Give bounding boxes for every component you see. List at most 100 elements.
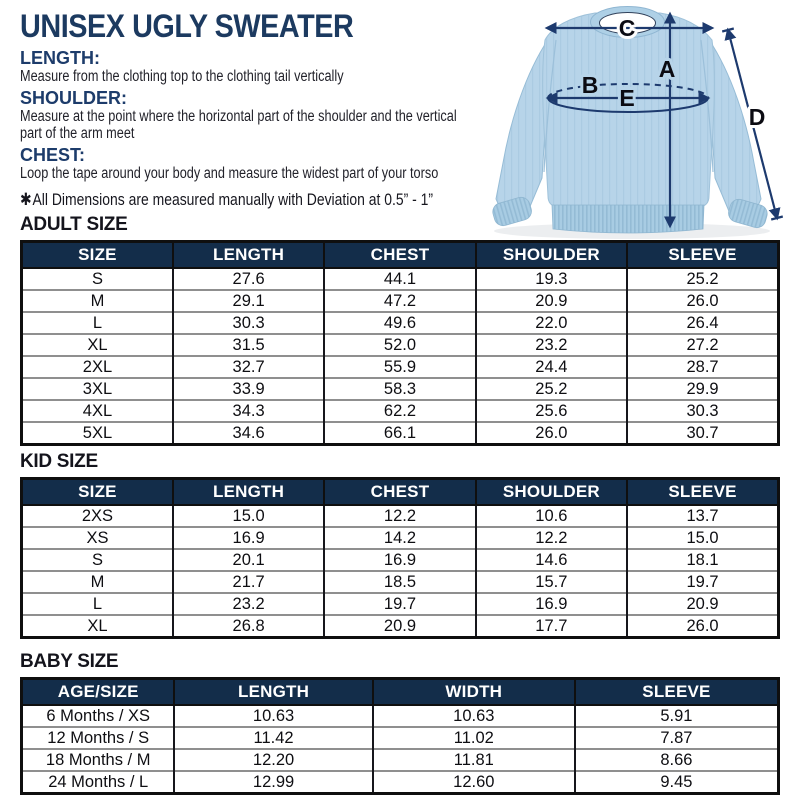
definition-shoulder: SHOULDER: Measure at the point where the… xyxy=(20,88,780,142)
measurement-cell: 26.0 xyxy=(474,421,628,445)
measurement-cell: 12.99 xyxy=(173,770,373,794)
d-end-tick-bottom xyxy=(770,215,784,221)
size-cell: XL xyxy=(21,614,173,638)
asterisk-icon: ✱ xyxy=(20,190,32,209)
measurement-cell: 15.7 xyxy=(474,570,628,593)
baby-size-section: BABY SIZE AGE/SIZE LENGTH WIDTH SLEEVE 6 Mo… xyxy=(20,651,780,795)
hem-band xyxy=(551,204,705,234)
definition-description: Measure from the clothing top to the clo… xyxy=(20,68,344,85)
dimension-label-c: C xyxy=(619,15,636,41)
size-cell: XS xyxy=(21,526,173,549)
kid-size-table: SIZE LENGTH CHEST SHOULDER SLEEVE 2XS 15.0 12.… xyxy=(20,477,780,639)
measurement-cell: 32.7 xyxy=(171,355,325,378)
table-row: XL 31.5 52.0 23.2 27.2 xyxy=(21,333,779,356)
measurement-cell: 8.66 xyxy=(573,748,779,771)
table-row: 3XL 33.9 58.3 25.2 29.9 xyxy=(21,377,779,400)
dimensions-disclaimer: ✱All Dimensions are measured manually wi… xyxy=(20,190,434,209)
measurement-cell: 33.9 xyxy=(171,377,325,400)
measurement-cell: 9.45 xyxy=(573,770,779,794)
table-row: XS 16.9 14.2 12.2 15.0 xyxy=(21,526,779,549)
table-row: S 27.6 44.1 19.3 25.2 xyxy=(22,268,779,290)
size-cell: M xyxy=(21,570,173,593)
measurement-cell: 10.6 xyxy=(474,505,628,527)
d-end-tick-top xyxy=(721,27,735,33)
size-cell: 2XS xyxy=(81,507,114,525)
measurement-cell: 15.0 xyxy=(171,505,325,527)
header-row: SIZE LENGTH CHEST SHOULDER SLEEVE xyxy=(21,241,779,269)
measurement-cell: 26.0 xyxy=(626,614,779,638)
column-header-length: LENGTH xyxy=(171,241,325,269)
section-heading-kid: KID SIZE xyxy=(20,451,98,472)
measurement-cell: 16.9 xyxy=(171,526,325,549)
measurement-cell: 11.42 xyxy=(173,726,373,749)
seam-left xyxy=(543,39,557,173)
definition-chest: CHEST: Loop the tape around your body an… xyxy=(20,145,780,182)
measurement-cell: 18.1 xyxy=(626,548,779,571)
table-row: 5XL 34.6 66.1 26.0 30.7 xyxy=(21,421,779,445)
measurement-cell: 25.6 xyxy=(474,399,628,422)
measurement-cell: 10.63 xyxy=(371,705,575,727)
measurement-cell: 30.3 xyxy=(626,399,779,422)
definition-term: SHOULDER: xyxy=(20,88,127,108)
column-header-size: SIZE xyxy=(21,478,173,506)
measurement-cell: 55.9 xyxy=(323,355,476,378)
measurement-cell: 29.1 xyxy=(171,289,325,312)
definition-length: LENGTH: Measure from the clothing top to… xyxy=(20,48,780,85)
size-cell: M xyxy=(21,289,173,312)
header-row: SIZE LENGTH CHEST SHOULDER SLEEVE xyxy=(21,478,779,506)
table-row: 12 Months / S 11.42 11.02 7.87 xyxy=(21,726,779,749)
table-row: 4XL 34.3 62.2 25.6 30.3 xyxy=(21,399,779,422)
size-cell: 12 Months / S xyxy=(21,726,175,749)
header-row: AGE/SIZE LENGTH WIDTH SLEEVE xyxy=(21,678,779,706)
right-cuff xyxy=(728,198,768,229)
size-cell: 5XL xyxy=(21,421,173,445)
size-cell: XL xyxy=(21,333,173,356)
measurement-cell: 62.2 xyxy=(323,399,476,422)
measurement-cell: 26.8 xyxy=(171,614,325,638)
table-row: 24 Months / L 12.99 12.60 9.45 xyxy=(21,770,779,794)
measurement-cell: 19.7 xyxy=(626,570,779,593)
baby-size-table: AGE/SIZE LENGTH WIDTH SLEEVE 6 Months / XS 1… xyxy=(20,677,780,795)
measurement-cell: 31.5 xyxy=(171,333,325,356)
dimension-label-b: B xyxy=(582,72,599,98)
definition-term: LENGTH: xyxy=(20,48,100,68)
column-header-size: SIZE xyxy=(21,241,173,269)
measurement-cell: 58.3 xyxy=(323,377,476,400)
measurement-cell: 26.0 xyxy=(626,289,779,312)
measurement-cell: 15.0 xyxy=(626,526,779,549)
definition-description: Measure at the point where the horizonta… xyxy=(20,108,457,125)
measurement-cell: 5.91 xyxy=(573,705,779,727)
measurement-cell: 20.1 xyxy=(171,548,325,571)
section-heading-baby: BABY SIZE xyxy=(20,651,119,672)
measurement-cell: 7.87 xyxy=(573,726,779,749)
measurement-cell: 26.4 xyxy=(626,311,779,334)
size-cell: S xyxy=(91,270,103,288)
table-row: S 20.1 16.9 14.6 18.1 xyxy=(21,548,779,571)
section-heading-adult: ADULT SIZE xyxy=(20,214,128,235)
measurement-cell: 27.6 xyxy=(171,268,325,290)
measurement-cell: 12.2 xyxy=(323,505,476,527)
left-cuff xyxy=(492,196,532,227)
seam-right xyxy=(700,39,714,173)
column-header-shoulder: SHOULDER xyxy=(474,241,628,269)
measurement-cell: 24.4 xyxy=(474,355,628,378)
adult-size-table: SIZE LENGTH CHEST SHOULDER SLEEVE S 27.6 44.1 1… xyxy=(20,240,780,446)
table-row: L 23.2 19.7 16.9 20.9 xyxy=(21,592,779,615)
measurement-cell: 34.6 xyxy=(171,421,325,445)
measurement-cell: 19.3 xyxy=(474,268,628,290)
measurement-cell: 27.2 xyxy=(626,333,779,356)
size-cell: S xyxy=(21,548,173,571)
size-cell: 18 Months / M xyxy=(21,748,175,771)
measurement-cell: 12.60 xyxy=(371,770,575,794)
sweater-illustration: C A B E D xyxy=(492,6,784,239)
measurement-cell: 30.7 xyxy=(626,421,779,445)
measurement-cell: 14.6 xyxy=(474,548,628,571)
dimension-arrow-d xyxy=(724,27,781,221)
table-row: XL 26.8 20.9 17.7 26.0 xyxy=(21,614,779,638)
chest-ellipse-solid xyxy=(547,97,709,113)
measurement-cell: 30.3 xyxy=(171,311,325,334)
size-cell: 24 Months / L xyxy=(21,770,175,794)
measurement-cell: 28.7 xyxy=(626,355,779,378)
column-header-chest: CHEST xyxy=(323,478,476,506)
